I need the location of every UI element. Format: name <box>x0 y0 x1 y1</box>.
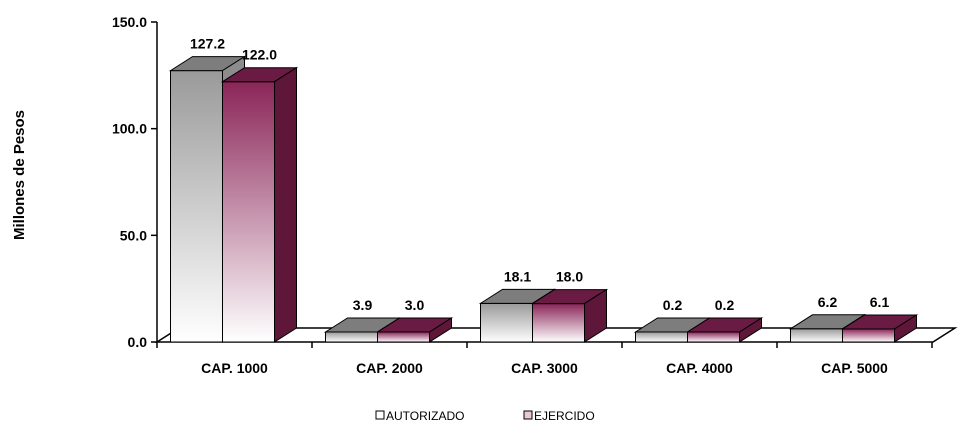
data-label-autorizado-cap-4000: 0.2 <box>663 297 683 313</box>
bar-ejercido-cap-3000 <box>530 288 609 343</box>
legend-label: EJERCIDO <box>534 409 595 423</box>
bar-ejercido-cap-5000 <box>840 314 919 343</box>
legend-swatch <box>523 410 533 420</box>
x-tick-label-cap-1000: CAP. 1000 <box>201 360 268 376</box>
y-axis-label: Millones de Pesos <box>11 110 28 240</box>
legend-item-ejercido: EJERCIDO <box>523 409 595 423</box>
data-label-ejercido-cap-5000: 6.1 <box>870 294 890 310</box>
data-label-ejercido-cap-1000: 122.0 <box>242 47 277 63</box>
x-tick-label-cap-2000: CAP. 2000 <box>356 360 423 376</box>
y-tick-label: 100.0 <box>112 121 147 137</box>
data-label-ejercido-cap-2000: 3.0 <box>405 297 425 313</box>
data-label-autorizado-cap-3000: 18.1 <box>504 268 531 284</box>
bar-ejercido-cap-4000 <box>685 317 764 343</box>
data-label-autorizado-cap-2000: 3.9 <box>353 297 373 313</box>
legend-item-autorizado: AUTORIZADO <box>375 409 464 423</box>
data-labels: 127.2 122.0 3.9 3.0 18.1 18.0 0.2 0.2 6.2 6.1 <box>190 36 889 313</box>
legend: AUTORIZADO EJERCIDO <box>375 409 595 423</box>
data-label-ejercido-cap-4000: 0.2 <box>715 297 735 313</box>
y-tick-label: 0.0 <box>128 334 148 350</box>
data-label-autorizado-cap-1000: 127.2 <box>190 36 225 52</box>
bar-ejercido-cap-2000 <box>375 317 454 343</box>
y-tick-label: 50.0 <box>120 227 147 243</box>
x-tick-label-cap-5000: CAP. 5000 <box>821 360 888 376</box>
data-label-ejercido-cap-3000: 18.0 <box>556 269 583 285</box>
legend-swatch <box>375 410 385 420</box>
legend-label: AUTORIZADO <box>386 409 464 423</box>
bar-ejercido-cap-1000 <box>220 66 299 343</box>
y-tick-label: 150.0 <box>112 14 147 30</box>
bars <box>168 55 919 343</box>
x-tick-label-cap-4000: CAP. 4000 <box>666 360 733 376</box>
data-label-autorizado-cap-5000: 6.2 <box>818 294 838 310</box>
x-tick-label-cap-3000: CAP. 3000 <box>511 360 578 376</box>
